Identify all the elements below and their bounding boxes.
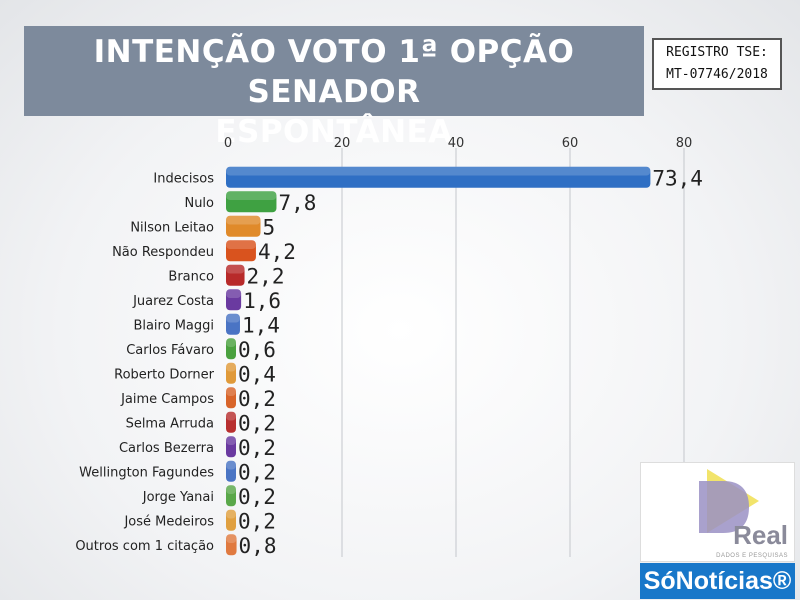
bar bbox=[226, 191, 277, 213]
value-label: 4,2 bbox=[258, 240, 296, 264]
category-label: Selma Arruda bbox=[126, 416, 214, 431]
bar-highlight bbox=[226, 313, 240, 323]
value-label: 0,2 bbox=[238, 460, 276, 484]
bar bbox=[226, 362, 236, 384]
bar bbox=[226, 166, 651, 188]
sonoticias-logo: SóNotícias® bbox=[640, 563, 795, 599]
chart-title-line1: INTENÇÃO VOTO 1ª OPÇÃO SENADOR bbox=[93, 34, 575, 110]
category-label: Carlos Bezerra bbox=[119, 441, 214, 456]
category-label: Jaime Campos bbox=[120, 392, 214, 407]
value-label: 2,2 bbox=[247, 264, 285, 288]
bar-highlight bbox=[226, 436, 236, 445]
category-label: Não Respondeu bbox=[112, 245, 214, 260]
category-label: Carlos Fávaro bbox=[126, 343, 214, 358]
x-tick-label: 80 bbox=[676, 136, 693, 151]
category-label: Jorge Yanai bbox=[142, 490, 214, 505]
value-label: 0,2 bbox=[238, 485, 276, 509]
bar bbox=[226, 215, 261, 237]
bar-highlight bbox=[226, 509, 236, 519]
bar-highlight bbox=[226, 289, 242, 298]
chart-title-line2: ESPONTÂNEA bbox=[215, 114, 453, 150]
value-label: 5 bbox=[263, 215, 276, 239]
bar bbox=[226, 240, 256, 262]
chart-title: INTENÇÃO VOTO 1ª OPÇÃO SENADOR ESPONTÂNE… bbox=[24, 26, 644, 150]
bar-highlight bbox=[226, 338, 236, 347]
category-label: Outros com 1 citação bbox=[75, 539, 214, 554]
category-label: Indecisos bbox=[153, 171, 214, 186]
value-label: 0,6 bbox=[238, 338, 276, 362]
bar-highlight bbox=[226, 387, 236, 396]
bar-highlight bbox=[226, 264, 245, 274]
bar bbox=[226, 460, 236, 482]
bar bbox=[226, 509, 236, 531]
category-label: Blairo Maggi bbox=[133, 318, 214, 333]
bar-highlight bbox=[226, 362, 236, 372]
bar bbox=[226, 264, 245, 286]
value-label: 0,8 bbox=[239, 534, 277, 558]
real-logo-subtext: DADOS E PESQUISAS bbox=[716, 553, 788, 559]
value-label: 0,4 bbox=[238, 362, 276, 386]
bar bbox=[226, 534, 237, 556]
value-label: 0,2 bbox=[238, 436, 276, 460]
x-tick-label: 60 bbox=[562, 136, 579, 151]
category-label: José Medeiros bbox=[123, 514, 214, 529]
real-logo-icon bbox=[699, 469, 759, 533]
bar bbox=[226, 411, 236, 433]
bar-highlight bbox=[226, 411, 236, 421]
x-tick-label: 20 bbox=[334, 136, 351, 151]
bar-highlight bbox=[226, 534, 237, 543]
bar bbox=[226, 436, 236, 458]
category-label: Juarez Costa bbox=[132, 294, 214, 309]
value-label: 0,2 bbox=[238, 411, 276, 435]
bar-highlight bbox=[226, 166, 651, 176]
bar bbox=[226, 387, 236, 409]
x-tick-label: 0 bbox=[224, 136, 232, 151]
category-label: Nulo bbox=[184, 196, 214, 211]
category-label: Branco bbox=[168, 269, 214, 284]
bar-highlight bbox=[226, 215, 261, 225]
x-tick-label: 40 bbox=[448, 136, 465, 151]
registro-label: REGISTRO TSE: bbox=[666, 45, 768, 60]
value-label: 1,4 bbox=[242, 313, 280, 337]
registro-number: MT-07746/2018 bbox=[666, 67, 768, 82]
bar bbox=[226, 485, 236, 507]
real-logo: Real DADOS E PESQUISAS bbox=[640, 462, 795, 562]
value-label: 1,6 bbox=[243, 289, 281, 313]
bar-highlight bbox=[226, 460, 236, 470]
category-label: Wellington Fagundes bbox=[79, 465, 214, 480]
bar bbox=[226, 338, 236, 360]
value-label: 7,8 bbox=[278, 191, 316, 215]
real-logo-text: Real bbox=[733, 520, 788, 550]
bar bbox=[226, 289, 242, 311]
value-label: 0,2 bbox=[238, 509, 276, 533]
value-label: 73,4 bbox=[652, 166, 703, 190]
value-label: 0,2 bbox=[238, 387, 276, 411]
bar-highlight bbox=[226, 240, 256, 249]
bar bbox=[226, 313, 240, 335]
registro-tse-box: REGISTRO TSE: MT-07746/2018 bbox=[652, 38, 782, 90]
category-label: Roberto Dorner bbox=[114, 367, 214, 382]
bar-highlight bbox=[226, 485, 236, 494]
bar-highlight bbox=[226, 191, 277, 200]
category-label: Nilson Leitao bbox=[130, 220, 214, 235]
